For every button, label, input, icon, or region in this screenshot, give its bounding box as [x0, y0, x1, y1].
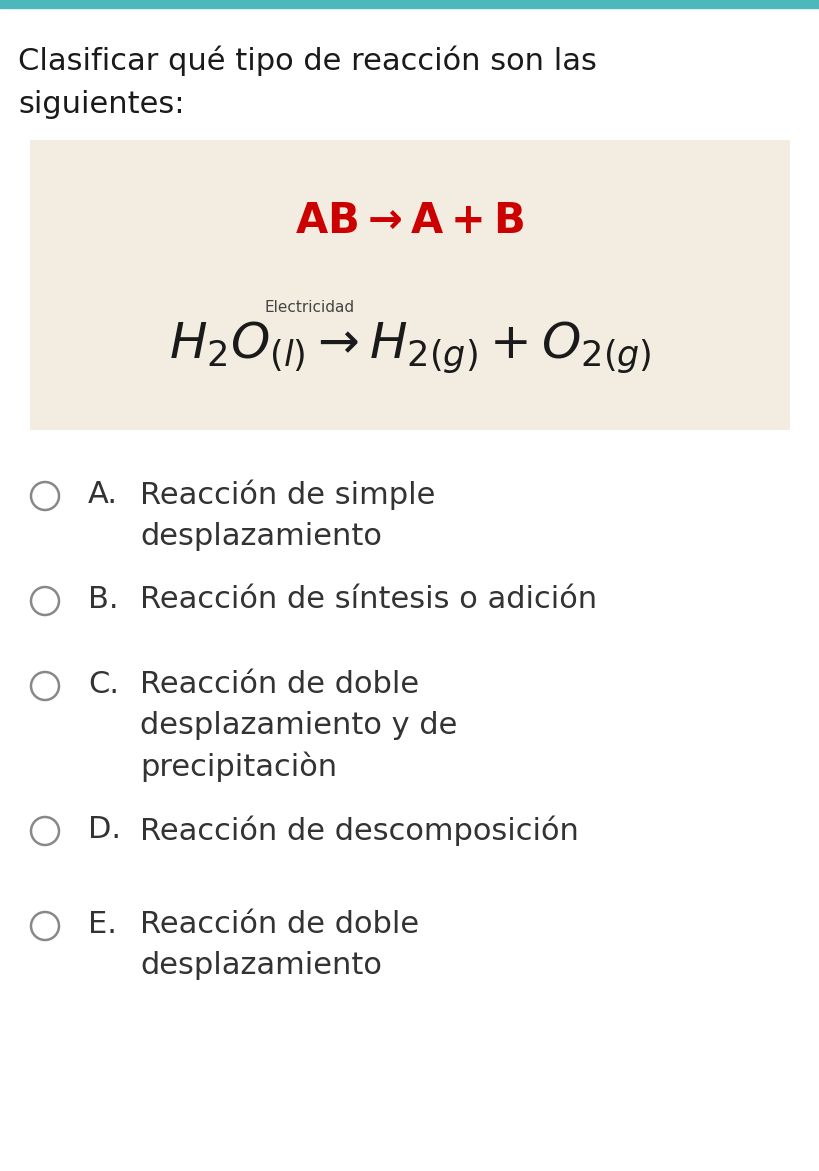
Text: Reacción de descomposición: Reacción de descomposición: [140, 815, 578, 845]
Text: Clasificar qué tipo de reacción son las: Clasificar qué tipo de reacción son las: [18, 44, 596, 75]
Text: Electricidad: Electricidad: [265, 300, 355, 315]
Bar: [30, 141, 789, 430]
Text: siguientes:: siguientes:: [18, 90, 184, 119]
Text: $\mathit{H_2O_{(l)}} \rightarrow \mathit{H_{2(g)}} + \mathit{O_{2(g)}}$: $\mathit{H_2O_{(l)}} \rightarrow \mathit…: [169, 320, 650, 376]
Text: B.: B.: [88, 586, 119, 614]
Text: Reacción de doble
desplazamiento: Reacción de doble desplazamiento: [140, 910, 419, 979]
Text: Reacción de doble
desplazamiento y de
precipitaciòn: Reacción de doble desplazamiento y de pr…: [140, 670, 457, 782]
Text: D.: D.: [88, 815, 121, 844]
Text: A.: A.: [88, 480, 118, 509]
Text: Reacción de simple
desplazamiento: Reacción de simple desplazamiento: [140, 480, 435, 552]
Bar: [0, 0, 819, 8]
Text: $\mathbf{AB \rightarrow A + B}$: $\mathbf{AB \rightarrow A + B}$: [295, 200, 524, 242]
Text: Reacción de síntesis o adición: Reacción de síntesis o adición: [140, 586, 596, 614]
Text: E.: E.: [88, 910, 117, 939]
Text: C.: C.: [88, 670, 119, 699]
